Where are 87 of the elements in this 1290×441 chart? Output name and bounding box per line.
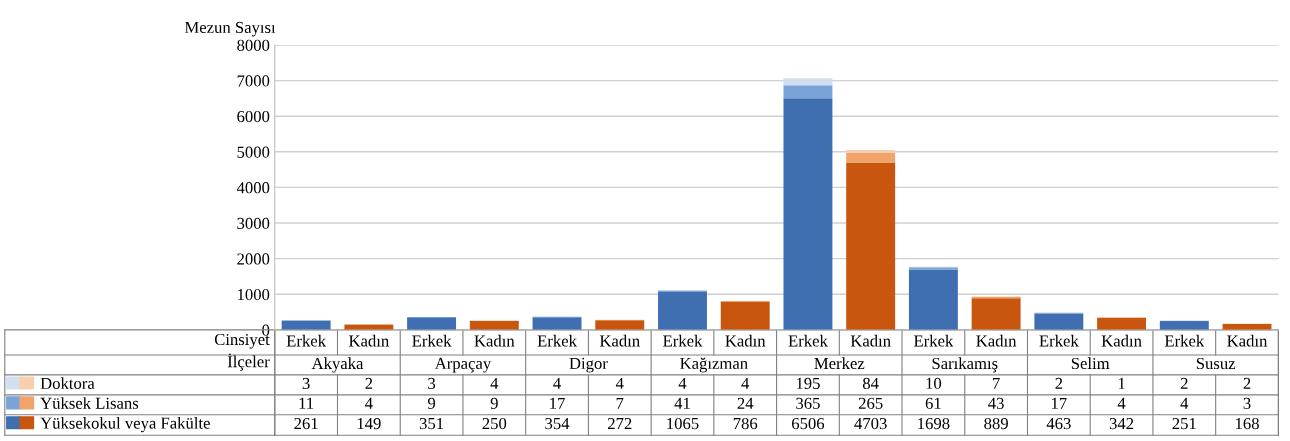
text: Kağızman (680, 357, 748, 373)
x-tick-label: Kadın (850, 334, 891, 347)
text: Digor (569, 357, 608, 373)
data-label: 17 (550, 397, 565, 409)
text: Merkez (814, 357, 865, 370)
data-label: 2 (365, 377, 373, 389)
text: Arpaçay (434, 357, 492, 373)
data-label: 3 (1243, 397, 1251, 409)
x-tick-label: Kadın (474, 334, 515, 347)
data-label: 9 (427, 397, 436, 409)
y-tick-label: 7000 (237, 75, 270, 87)
y-tick-label: 3000 (237, 217, 270, 229)
data-label: 1065 (667, 417, 699, 430)
data-label: 3 (428, 377, 436, 390)
x-tick-label: Kadın (1101, 334, 1142, 347)
data-label: 168 (1235, 417, 1259, 430)
text: Akyaka (311, 357, 364, 373)
data-label: 84 (862, 377, 879, 390)
y-tick-label: 5000 (237, 146, 270, 158)
x-tick-label: Erkek (1039, 334, 1079, 347)
data-label: 250 (482, 417, 507, 430)
data-label: 272 (608, 417, 632, 430)
data-label: 463 (1046, 417, 1071, 430)
text: Cinsiyet (214, 333, 270, 349)
x-tick-label: Kadın (599, 334, 640, 347)
y-tick-label: 6000 (237, 110, 270, 123)
data-label: 11 (299, 397, 314, 409)
data-label: 4 (615, 377, 624, 389)
data-label: 786 (733, 417, 758, 430)
data-label: 43 (988, 397, 1004, 409)
data-label: 4 (1180, 397, 1189, 409)
legend-label: Doktora (40, 377, 95, 389)
data-label: 4 (678, 377, 687, 389)
data-label: 7 (616, 397, 624, 409)
data-label: 7 (993, 377, 1000, 389)
legend-label: Yüksek Lisans (40, 397, 139, 409)
data-label: 251 (1172, 417, 1196, 430)
text: İlçeler (227, 353, 270, 371)
data-label: 17 (1051, 397, 1067, 409)
data-label: 4 (1117, 397, 1126, 409)
data-label: 4 (741, 377, 750, 389)
data-label: 2 (1180, 377, 1188, 389)
data-label: 3 (302, 377, 310, 390)
x-tick-label: Erkek (913, 334, 954, 347)
data-label: 265 (858, 397, 883, 409)
text: Selim (1071, 357, 1110, 370)
data-label: 195 (796, 377, 820, 390)
data-label: 24 (737, 397, 754, 409)
x-tick-label: Erkek (663, 334, 703, 347)
data-label: 4703 (854, 417, 887, 430)
x-tick-label: Kadın (725, 334, 766, 347)
data-label: 2 (1055, 377, 1063, 389)
data-label: 149 (357, 417, 381, 430)
x-tick-label: Kadın (348, 334, 389, 347)
y-tick-label: 2000 (237, 253, 270, 265)
x-tick-label: Kadın (1227, 334, 1268, 347)
data-label: 889 (984, 417, 1008, 430)
data-label: 10 (926, 377, 942, 390)
data-label: 351 (419, 417, 444, 430)
data-label: 261 (294, 417, 318, 430)
data-label: 2 (1243, 377, 1251, 389)
y-tick-label: 1000 (238, 288, 270, 301)
x-tick-label: Erkek (1164, 334, 1205, 347)
y-tick-label: 0 (262, 324, 270, 336)
data-label: 9 (490, 397, 498, 409)
legend-label: Yüksekokul veya Fakülte (40, 417, 210, 433)
data-label: 354 (545, 417, 570, 430)
x-tick-label: Erkek (412, 334, 452, 347)
data-label: 4 (553, 377, 561, 389)
y-tick-label: 8000 (237, 39, 270, 51)
y-tick-label: 4000 (236, 182, 270, 194)
text: Susuz (1196, 357, 1236, 370)
data-label: 4 (365, 397, 373, 409)
y-axis-title: Mezun Sayısı (184, 21, 276, 37)
x-tick-label: Erkek (788, 334, 828, 347)
x-tick-label: Kadın (976, 334, 1017, 347)
data-label: 1 (1118, 377, 1125, 389)
text: Sarıkamış (932, 357, 998, 373)
data-label: 4 (490, 377, 499, 389)
data-label: 41 (674, 397, 690, 409)
data-label: 365 (796, 397, 820, 409)
data-label: 6506 (791, 417, 825, 430)
data-label: 61 (925, 397, 941, 409)
data-label: 342 (1109, 417, 1134, 430)
x-tick-label: Erkek (537, 334, 577, 347)
x-tick-label: Erkek (286, 334, 327, 347)
data-label: 1698 (918, 417, 950, 430)
